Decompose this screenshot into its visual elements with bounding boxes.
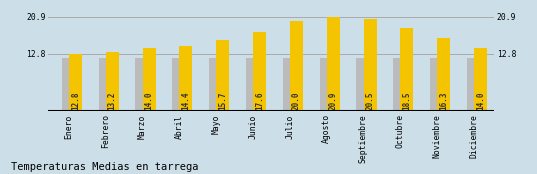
Text: 14.0: 14.0 xyxy=(144,92,154,110)
Bar xyxy=(246,58,259,111)
Text: 17.6: 17.6 xyxy=(255,92,264,110)
Text: 20.0: 20.0 xyxy=(292,92,301,110)
Bar xyxy=(474,48,487,111)
Bar xyxy=(393,58,406,111)
Bar xyxy=(135,58,148,111)
Bar xyxy=(320,58,332,111)
Text: Temperaturas Medias en tarrega: Temperaturas Medias en tarrega xyxy=(11,162,198,172)
Text: 14.4: 14.4 xyxy=(182,92,191,110)
Bar xyxy=(327,17,340,111)
Bar xyxy=(364,19,376,111)
Text: 18.5: 18.5 xyxy=(402,92,411,110)
Bar xyxy=(467,58,480,111)
Bar xyxy=(106,52,119,111)
Bar xyxy=(430,58,443,111)
Bar xyxy=(143,48,156,111)
Bar xyxy=(401,28,413,111)
Bar xyxy=(172,58,185,111)
Bar xyxy=(99,58,112,111)
Bar xyxy=(290,21,303,111)
Text: 14.0: 14.0 xyxy=(476,92,485,110)
Bar xyxy=(357,58,369,111)
Text: 16.3: 16.3 xyxy=(439,92,448,110)
Bar xyxy=(437,38,450,111)
Bar xyxy=(216,40,229,111)
Text: 12.8: 12.8 xyxy=(71,92,80,110)
Bar xyxy=(179,46,192,111)
Bar xyxy=(209,58,222,111)
Bar xyxy=(62,58,75,111)
Text: 20.5: 20.5 xyxy=(366,92,375,110)
Bar xyxy=(253,32,266,111)
Bar xyxy=(283,58,296,111)
Text: 20.9: 20.9 xyxy=(329,92,338,110)
Text: 15.7: 15.7 xyxy=(218,92,227,110)
Text: 13.2: 13.2 xyxy=(108,92,117,110)
Bar xyxy=(69,54,82,111)
